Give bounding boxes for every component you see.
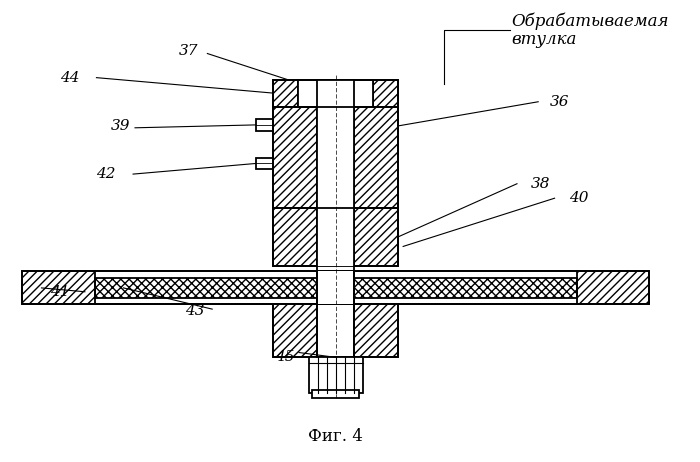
Text: 44: 44 (60, 71, 79, 85)
Bar (94, 278, 577, 298)
Bar (312, 390, 359, 398)
Bar (317, 271, 354, 304)
Text: Фиг. 4: Фиг. 4 (308, 428, 363, 445)
Text: 40: 40 (569, 191, 589, 205)
Bar (373, 79, 398, 107)
Bar (94, 298, 577, 304)
Bar (273, 208, 398, 266)
Text: 37: 37 (178, 43, 198, 58)
Bar (273, 79, 398, 107)
Bar (298, 79, 373, 107)
Text: втулка: втулка (511, 30, 577, 48)
Bar (273, 304, 317, 357)
Bar (317, 79, 354, 266)
Bar (354, 107, 398, 208)
Bar (94, 271, 577, 278)
Bar (273, 107, 398, 208)
Bar (273, 304, 398, 357)
Text: 43: 43 (186, 304, 204, 318)
Bar (354, 208, 398, 266)
Text: 42: 42 (97, 167, 116, 181)
Bar (273, 107, 317, 208)
Text: 39: 39 (111, 119, 130, 133)
Bar (256, 119, 273, 131)
Text: 36: 36 (550, 95, 569, 109)
Text: Обрабатываемая: Обрабатываемая (511, 13, 668, 30)
Bar (273, 208, 317, 266)
Bar (94, 271, 577, 304)
Bar (256, 158, 273, 169)
Bar (22, 271, 649, 304)
Bar (94, 271, 577, 304)
Bar (273, 79, 298, 107)
Bar (354, 304, 398, 357)
Bar (309, 357, 363, 393)
Text: 38: 38 (531, 177, 550, 191)
Bar (22, 271, 649, 304)
Text: 41: 41 (50, 285, 70, 299)
Text: 45: 45 (275, 350, 295, 365)
